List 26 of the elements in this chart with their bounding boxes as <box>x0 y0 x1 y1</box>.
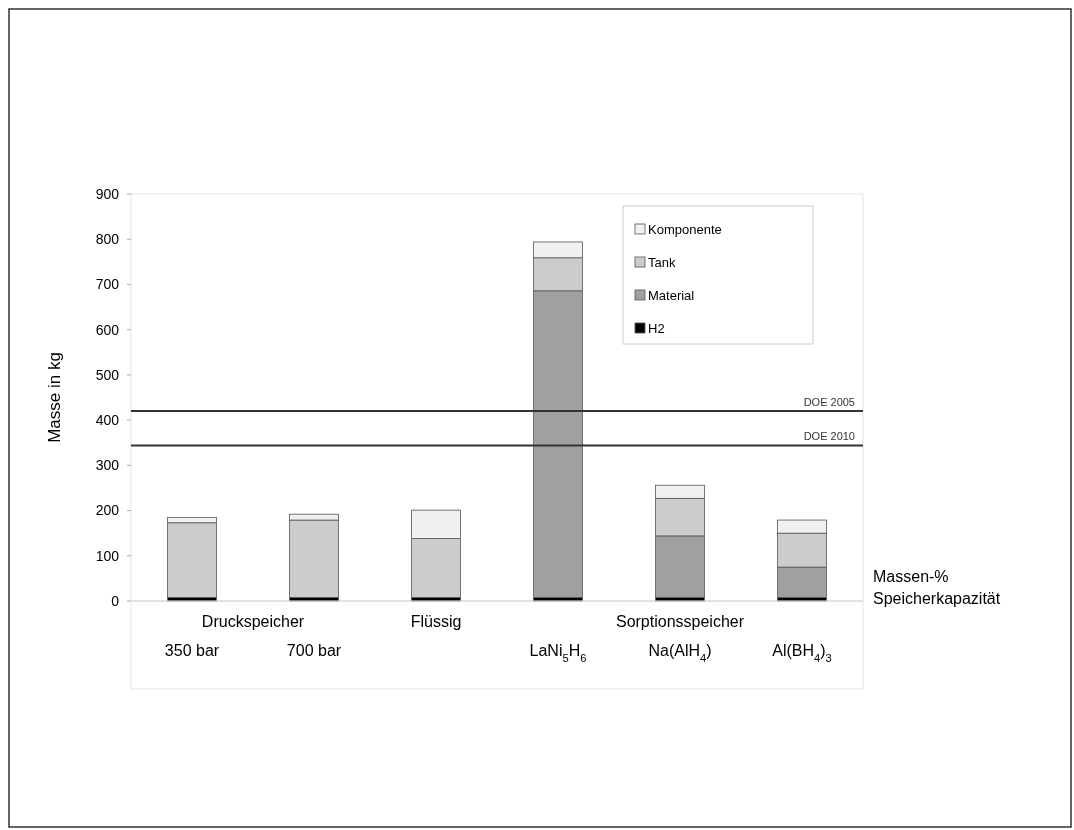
y-tick-label: 400 <box>95 412 120 429</box>
x-tick-label: Na(AlH$_{4}$) <box>648 642 712 664</box>
y-tick-label: 500 <box>95 366 120 383</box>
legend-label: Tank <box>648 254 676 270</box>
text: Druckspeicher <box>201 613 305 630</box>
y-tick-label: 0 <box>111 592 120 609</box>
ref-line-label: DOE 2005 <box>803 396 855 409</box>
text: Massen-% Speicherkapazität <box>873 568 1001 607</box>
legend-label: Komponente <box>648 221 722 237</box>
y-tick-label: 600 <box>95 321 120 338</box>
legend-label: H2 <box>648 320 665 336</box>
y-tick-label: 100 <box>95 547 120 564</box>
y-axis-title: Masse in kg <box>45 352 64 443</box>
y-tick-label: 900 <box>95 185 120 202</box>
y-tick-label: 200 <box>95 502 120 519</box>
y-tick-label: 700 <box>95 276 120 293</box>
x-tick-label: 350 bar <box>164 642 220 659</box>
x-tick-label: LaNi$_{5}$H$_{6}$ <box>529 642 587 664</box>
x-tick-label: Flüssig <box>410 613 462 630</box>
text: Sorptionsspeicher <box>615 613 745 630</box>
ref-line-label: DOE 2010 <box>803 430 855 443</box>
legend-label: Material <box>648 287 695 303</box>
y-tick-label: 800 <box>95 231 120 248</box>
x-tick-label: Al(BH$_{4}$)$_{3}$ <box>772 642 832 664</box>
y-tick-label: 300 <box>95 457 120 474</box>
x-tick-label: 700 bar <box>286 642 342 659</box>
